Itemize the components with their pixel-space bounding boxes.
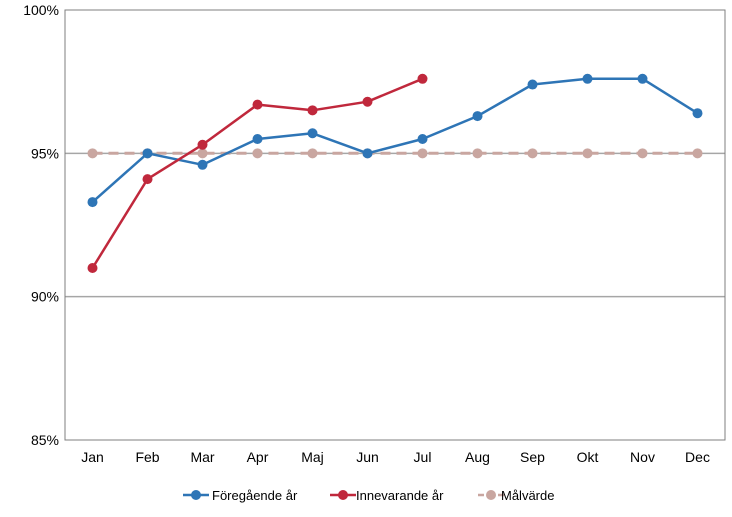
series [87, 73, 428, 273]
legend-label: Föregående år [212, 488, 298, 503]
x-tick-label: Jul [414, 449, 432, 465]
legend: Föregående år Innevarande år Målvärde [183, 488, 554, 503]
y-tick-label: 100% [23, 2, 59, 18]
x-axis: Jan Feb Mar Apr Maj Jun Jul Aug Sep Okt Nov Dec [81, 449, 710, 465]
legend-item: Föregående år [183, 488, 298, 503]
legend-swatch-marker [338, 490, 348, 500]
data-point [142, 148, 153, 159]
data-point [87, 148, 98, 159]
data-point [307, 128, 318, 139]
x-tick-label: Nov [630, 449, 655, 465]
data-point [692, 108, 703, 119]
x-tick-label: Dec [685, 449, 710, 465]
data-point [252, 148, 263, 159]
data-point [637, 73, 648, 84]
x-tick-label: Jan [81, 449, 104, 465]
data-point [307, 105, 318, 116]
data-point [527, 148, 538, 159]
data-point [197, 139, 208, 150]
y-tick-label: 90% [31, 289, 59, 305]
data-point [362, 148, 373, 159]
gridlines [65, 152, 725, 298]
data-point [417, 134, 428, 144]
x-tick-label: Mar [190, 449, 214, 465]
x-tick-label: Feb [135, 449, 159, 465]
data-point [692, 148, 703, 159]
legend-swatch-marker [486, 490, 496, 500]
data-point [87, 263, 98, 273]
data-point [87, 197, 98, 208]
data-point [252, 134, 263, 144]
legend-label: Målvärde [501, 488, 554, 503]
x-tick-label: Jun [356, 449, 379, 465]
data-point [472, 111, 483, 122]
data-point [142, 174, 153, 185]
data-point [637, 148, 648, 159]
x-tick-label: Okt [577, 449, 599, 465]
data-point [307, 148, 318, 159]
x-tick-label: Sep [520, 449, 545, 465]
x-tick-label: Apr [247, 449, 269, 465]
data-point [582, 73, 593, 84]
x-tick-label: Aug [465, 449, 490, 465]
x-tick-label: Maj [301, 449, 324, 465]
legend-swatch-marker [191, 490, 201, 500]
series [87, 73, 703, 208]
data-point [252, 99, 263, 110]
legend-item: Innevarande år [330, 488, 444, 503]
plot-area [64, 9, 726, 441]
legend-label: Innevarande år [356, 488, 444, 503]
data-point [417, 73, 428, 84]
data-point [582, 148, 593, 159]
data-point [197, 148, 208, 159]
y-tick-label: 95% [31, 145, 59, 161]
series-line [91, 77, 699, 204]
y-tick-label: 85% [31, 432, 59, 448]
series-layer [87, 73, 703, 273]
data-point [362, 96, 373, 107]
data-point [527, 79, 538, 90]
data-point [472, 148, 483, 159]
y-axis: 85% 90% 95% 100% [23, 2, 59, 448]
data-point [417, 148, 428, 159]
legend-item: Målvärde [478, 488, 554, 503]
data-point [197, 159, 208, 170]
